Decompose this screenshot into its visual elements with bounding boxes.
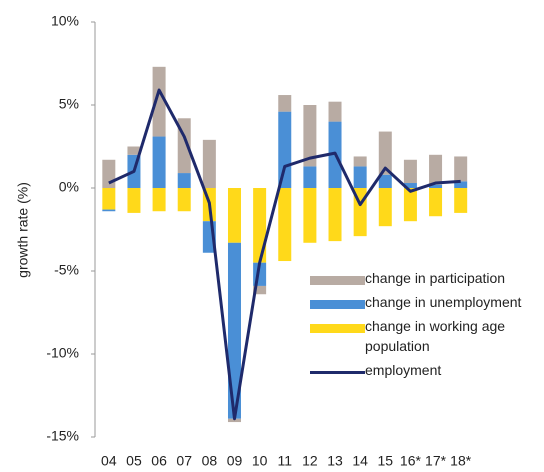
bar-segment (429, 184, 443, 188)
y-tick-label: 10% (51, 13, 79, 29)
bar-segment (102, 159, 116, 188)
x-tick-label: 04 (101, 453, 117, 469)
legend-item: change in participation (310, 270, 540, 288)
x-tick-label: 14 (352, 453, 368, 469)
bar-segment (303, 105, 317, 167)
x-tick-label: 05 (126, 453, 142, 469)
x-tick-label: 16* (400, 453, 422, 469)
bar-segment (227, 242, 241, 419)
bar-segment (177, 188, 191, 212)
bar-segment (378, 131, 392, 175)
bar-segment (303, 188, 317, 243)
legend-label: change in participation (365, 270, 506, 286)
line (108, 88, 461, 421)
legend-item: employment (310, 362, 540, 380)
bar-segment (378, 174, 392, 188)
legend-swatch (310, 371, 365, 374)
y-axis-label: growth rate (%) (15, 182, 31, 278)
x-tick-label: 15 (378, 453, 394, 469)
legend-swatch (310, 324, 365, 333)
bar-segment (278, 188, 292, 262)
bar-segment (152, 136, 166, 188)
bar-segment (454, 156, 468, 182)
legend-item: change in working age population (310, 318, 540, 356)
x-tick-label: 10 (252, 453, 268, 469)
x-tick-label: 06 (151, 453, 167, 469)
legend-label: change in unemployment (365, 294, 522, 310)
bar-segment (328, 188, 342, 242)
legend-item: change in unemployment (310, 294, 540, 312)
bar-segment (102, 188, 116, 210)
bar-segment (278, 111, 292, 188)
bar-segment (127, 146, 141, 155)
legend-swatch (310, 300, 365, 309)
x-tick-label: 13 (327, 453, 343, 469)
x-tick-label: 07 (176, 453, 192, 469)
legend-swatch (310, 276, 365, 285)
x-tick-label: 18* (450, 453, 472, 469)
bar-segment (227, 418, 241, 423)
bar-segment (429, 154, 443, 185)
y-tick-label: -5% (54, 262, 79, 278)
bar-segment (152, 66, 166, 137)
bar-segment (152, 188, 166, 212)
bar-segment (227, 188, 241, 243)
bar-segment (403, 159, 417, 184)
bar-segment (353, 156, 367, 167)
bar-segment (353, 166, 367, 188)
y-tick-label: -10% (46, 345, 79, 361)
x-tick-label: 17* (425, 453, 447, 469)
bar-segment (454, 188, 468, 213)
legend-label: change in working age population (365, 318, 506, 354)
bar-segment (378, 188, 392, 227)
bar-segment (403, 188, 417, 222)
bar-segment (127, 188, 141, 213)
bar-segment (454, 181, 468, 188)
x-tick-label: 08 (202, 453, 218, 469)
bar-segment (278, 95, 292, 112)
x-tick-label: 12 (302, 453, 318, 469)
bar-segment (403, 183, 417, 188)
x-tick-label: 09 (227, 453, 243, 469)
x-tick-label: 11 (277, 453, 292, 469)
bar-segment (253, 285, 267, 295)
bar-segment (303, 166, 317, 188)
bar-segment (328, 101, 342, 122)
legend-label: employment (365, 362, 442, 378)
y-tick-label: 0% (59, 179, 79, 195)
bar-segment (202, 139, 216, 188)
legend: change in participation change in unemplo… (310, 270, 540, 388)
bar-segment (102, 209, 116, 212)
bar-segment (177, 173, 191, 188)
y-tick-label: -15% (46, 428, 79, 444)
bar-segment (253, 188, 267, 263)
y-tick-label: 5% (59, 96, 79, 112)
bar-segment (429, 188, 443, 217)
